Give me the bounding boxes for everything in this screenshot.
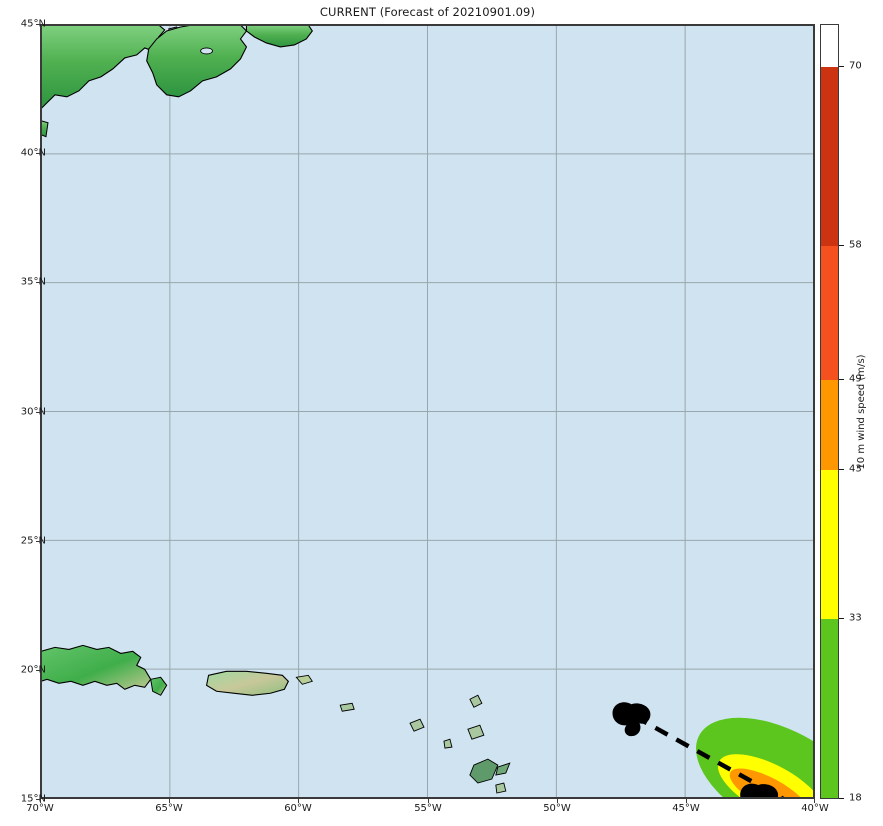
ytick-mark-25n [36, 541, 40, 542]
colorbar-tick-label-18: 18 [849, 792, 862, 804]
colorbar-tick-mark-43 [839, 469, 844, 470]
xtick-mark-40w [814, 799, 815, 803]
colorbar-band-33-43 [821, 470, 838, 619]
ytick-mark-45n [36, 24, 40, 25]
ytick-label-20n: 20°N [20, 664, 46, 676]
ytick-mark-15n [36, 799, 40, 800]
ytick-mark-35n [36, 282, 40, 283]
ytick-mark-20n [36, 670, 40, 671]
ytick-label-15n: 15°N [20, 793, 46, 805]
xtick-label-70w: 70°W [26, 803, 54, 814]
colorbar-band-58-70 [821, 67, 838, 246]
colorbar-tick-label-70: 70 [849, 60, 862, 72]
landmass-newfoundland [146, 25, 313, 98]
colorbar-tick-label-43: 43 [849, 463, 862, 475]
colorbar-tick-label-49: 49 [849, 373, 862, 385]
xtick-mark-60w [298, 799, 299, 803]
colorbar-band-18-33 [821, 619, 838, 798]
colorbar[interactable] [820, 24, 839, 799]
xtick-label-60w: 60°W [284, 803, 312, 814]
ytick-mark-40n [36, 153, 40, 154]
gridlines [41, 25, 814, 798]
storm-marker-point-1[interactable] [612, 702, 651, 737]
page-title: CURRENT (Forecast of 20210901.09) [319, 5, 536, 19]
map-frame [41, 25, 814, 798]
xtick-label-50w: 50°W [543, 803, 571, 814]
storm-marker-point-2[interactable] [740, 783, 779, 798]
landmass-lesser-antilles [339, 694, 511, 794]
colorbar-tick-mark-18 [839, 798, 844, 799]
xtick-mark-70w [40, 799, 41, 803]
ytick-label-45n: 45°N [20, 18, 46, 30]
colorbar-band-43-49 [821, 380, 838, 470]
colorbar-tick-label-58: 58 [849, 239, 862, 251]
xtick-label-40w: 40°W [801, 803, 829, 814]
xtick-label-55w: 55°W [414, 803, 442, 814]
colorbar-gradient [820, 24, 839, 799]
xtick-mark-45w [686, 799, 687, 803]
colorbar-tick-mark-33 [839, 618, 844, 619]
xtick-mark-65w [169, 799, 170, 803]
landmass-hispaniola [41, 644, 168, 696]
xtick-label-45w: 45°W [672, 803, 700, 814]
ytick-label-35n: 35°N [20, 276, 46, 288]
colorbar-axis-label: 10 m wind speed (m/s) [856, 354, 867, 470]
ytick-label-30n: 30°N [20, 406, 46, 418]
map-plot-area[interactable] [40, 24, 815, 799]
xtick-label-65w: 65°W [155, 803, 183, 814]
colorbar-tick-label-33: 33 [849, 612, 862, 624]
colorbar-tick-mark-49 [839, 379, 844, 380]
colorbar-tick-mark-58 [839, 245, 844, 246]
ytick-label-40n: 40°N [20, 147, 46, 159]
colorbar-band-49-58 [821, 246, 838, 380]
ytick-mark-30n [36, 412, 40, 413]
landmass-puerto-rico [205, 670, 314, 696]
storm-track[interactable] [633, 714, 814, 798]
ytick-label-25n: 25°N [20, 535, 46, 547]
map-canvas [41, 25, 814, 798]
xtick-mark-55w [428, 799, 429, 803]
xtick-mark-50w [557, 799, 558, 803]
colorbar-tick-mark-70 [839, 66, 844, 67]
